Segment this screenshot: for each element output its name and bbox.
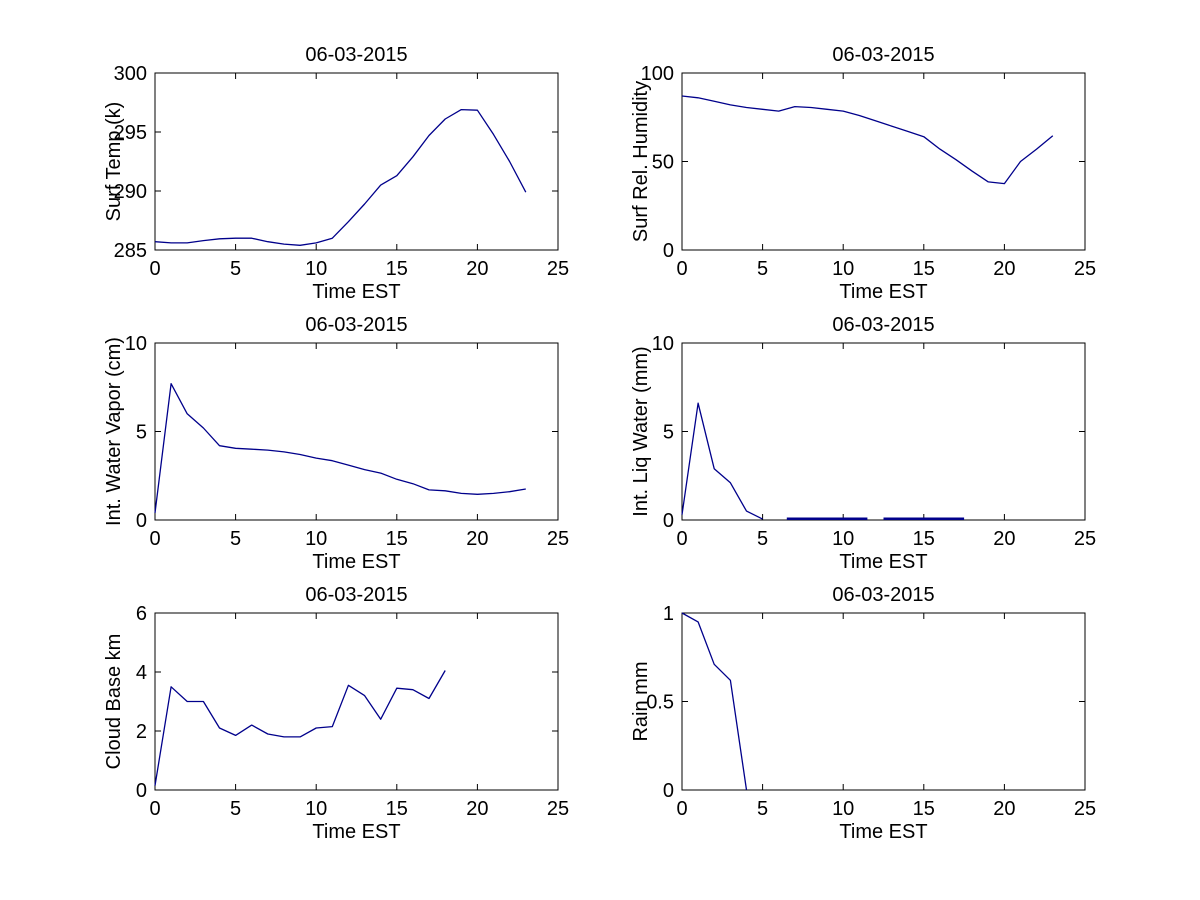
y-axis-label: Cloud Base km (103, 634, 125, 770)
y-tick-label: 0 (663, 780, 674, 802)
x-axis-label: Time EST (312, 551, 400, 573)
x-tick-label: 25 (1074, 798, 1096, 820)
y-tick-label: 4 (136, 662, 147, 684)
data-line (154, 108, 527, 246)
plot-box (681, 342, 1086, 521)
x-tick-label: 10 (305, 258, 327, 280)
x-tick-label: 15 (386, 528, 408, 550)
axis-ticks (681, 72, 1086, 251)
axis-ticks (154, 72, 559, 251)
x-tick-label: 15 (913, 798, 935, 820)
x-tick-label: 0 (149, 798, 160, 820)
x-tick-label: 5 (230, 258, 241, 280)
x-tick-label: 20 (466, 258, 488, 280)
plot-box (154, 72, 559, 251)
plot-title: 06-03-2015 (832, 314, 934, 336)
x-tick-label: 25 (1074, 258, 1096, 280)
y-tick-label: 300 (114, 63, 147, 85)
subplot-rain-mm: 0 5 10 15 20 25 0 0.5 1 06-03-2015 Time EST Rain mm (630, 584, 1096, 843)
data-line (154, 670, 446, 786)
x-tick-label: 10 (832, 258, 854, 280)
x-tick-label: 0 (676, 528, 687, 550)
x-tick-label: 5 (230, 528, 241, 550)
plot-title: 06-03-2015 (832, 584, 934, 606)
y-tick-label: 0 (136, 780, 147, 802)
x-tick-label: 0 (676, 798, 687, 820)
y-tick-label: 50 (652, 152, 674, 174)
plot-box (681, 72, 1086, 251)
y-tick-label: 290 (114, 181, 147, 203)
y-tick-label: 0 (136, 510, 147, 532)
y-tick-label: 0.5 (646, 692, 674, 714)
subplot-surf-temp-k: 0 5 10 15 20 25 285 290 295 300 06-03-2015 Time EST… (103, 44, 569, 303)
y-tick-label: 1 (663, 603, 674, 625)
x-tick-label: 20 (466, 798, 488, 820)
y-tick-label: 0 (663, 510, 674, 532)
x-tick-label: 25 (547, 258, 569, 280)
data-line (681, 95, 1054, 185)
y-tick-label: 10 (125, 333, 147, 355)
x-tick-label: 25 (547, 528, 569, 550)
x-tick-label: 0 (676, 258, 687, 280)
x-axis-label: Time EST (839, 551, 927, 573)
subplot-surf-rel-humidity: 0 5 10 15 20 25 0 50 100 06-03-2015 Time EST Surf R… (630, 44, 1096, 303)
y-tick-label: 285 (114, 240, 147, 262)
x-axis-label: Time EST (312, 821, 400, 843)
subplot-cloud-base-km: 0 5 10 15 20 25 0 2 4 6 06-03-2015 Time EST Cloud Ba… (103, 584, 569, 843)
y-tick-label: 2 (136, 721, 147, 743)
x-tick-label: 15 (386, 258, 408, 280)
x-tick-label: 20 (993, 528, 1015, 550)
x-tick-label: 15 (913, 528, 935, 550)
y-tick-label: 6 (136, 603, 147, 625)
x-tick-label: 20 (993, 798, 1015, 820)
y-axis-label: Surf Temp (k) (103, 102, 125, 222)
x-tick-label: 0 (149, 528, 160, 550)
x-tick-label: 20 (993, 258, 1015, 280)
x-axis-label: Time EST (312, 281, 400, 303)
x-tick-label: 5 (757, 798, 768, 820)
x-tick-label: 15 (386, 798, 408, 820)
x-tick-label: 5 (230, 798, 241, 820)
x-tick-label: 10 (305, 528, 327, 550)
plot-title: 06-03-2015 (305, 584, 407, 606)
subplot-int-liq-water-mm: 0 5 10 15 20 25 0 5 10 06-03-2015 Time EST Int. Liq… (630, 314, 1096, 573)
data-line (681, 612, 748, 791)
data-line (154, 383, 526, 513)
y-tick-label: 295 (114, 122, 147, 144)
x-tick-label: 15 (913, 258, 935, 280)
x-tick-label: 25 (1074, 528, 1096, 550)
y-tick-label: 0 (663, 240, 674, 262)
x-axis-label: Time EST (839, 821, 927, 843)
x-tick-label: 20 (466, 528, 488, 550)
x-tick-label: 5 (757, 258, 768, 280)
axis-ticks (154, 612, 559, 791)
plot-box (154, 612, 559, 791)
subplot-int-water-vapor-cm: 0 5 10 15 20 25 0 5 10 06-03-2015 Time EST Int. Wat… (103, 314, 569, 573)
y-tick-label: 10 (652, 333, 674, 355)
plot-title: 06-03-2015 (305, 314, 407, 336)
y-axis-label: Rain mm (630, 661, 652, 741)
x-tick-label: 10 (305, 798, 327, 820)
x-tick-label: 5 (757, 528, 768, 550)
y-axis-label: Surf Rel. Humidity (630, 81, 652, 242)
y-axis-label: Int. Liq Water (mm) (630, 346, 652, 516)
x-axis-label: Time EST (839, 281, 927, 303)
plot-title: 06-03-2015 (305, 44, 407, 66)
data-line (681, 402, 763, 520)
axis-ticks (681, 342, 1086, 521)
y-tick-label: 5 (663, 422, 674, 444)
y-axis-label: Int. Water Vapor (cm) (103, 337, 125, 526)
x-tick-label: 10 (832, 528, 854, 550)
x-tick-label: 0 (149, 258, 160, 280)
plot-title: 06-03-2015 (832, 44, 934, 66)
x-tick-label: 10 (832, 798, 854, 820)
y-tick-label: 5 (136, 422, 147, 444)
x-tick-label: 25 (547, 798, 569, 820)
axis-ticks (681, 612, 1086, 791)
axis-ticks (154, 342, 559, 521)
y-tick-label: 100 (641, 63, 674, 85)
